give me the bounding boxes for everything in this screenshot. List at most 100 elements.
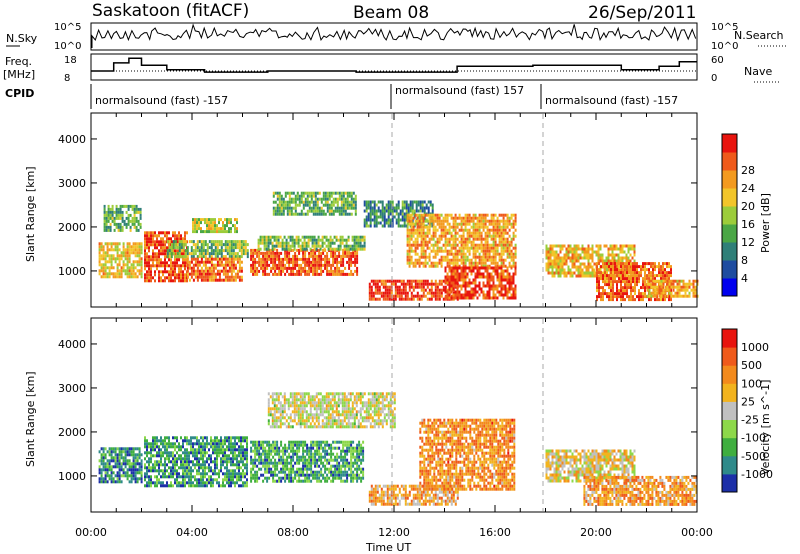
echo-cell (340, 200, 343, 204)
echo-cell (488, 281, 491, 285)
echo-cell (282, 269, 285, 273)
echo-cell (204, 269, 207, 273)
echo-cell (186, 466, 188, 470)
echo-cell (565, 259, 568, 263)
echo-cell (428, 231, 431, 235)
echo-cell (349, 244, 352, 248)
echo-cell (244, 243, 247, 247)
echo-cell (228, 275, 231, 279)
echo-cell (184, 243, 187, 247)
echo-cell (102, 459, 105, 463)
echo-cell (686, 288, 689, 292)
echo-cell (616, 280, 618, 284)
echo-cell (232, 224, 234, 228)
echo-cell (130, 447, 133, 451)
echo-cell (506, 269, 509, 273)
echo-cell (458, 249, 461, 253)
echo-cell (110, 248, 113, 252)
echo-cell (214, 218, 216, 222)
freq-label-2: [MHz] (3, 68, 35, 81)
echo-cell (462, 228, 465, 232)
echo-cell (164, 258, 166, 262)
echo-cell (600, 265, 602, 269)
echo-cell (210, 278, 213, 282)
echo-cell (328, 269, 331, 273)
echo-cell (434, 228, 437, 232)
echo-cell (116, 480, 119, 484)
echo-cell (486, 264, 489, 268)
echo-cell (458, 222, 461, 226)
echo-cell (160, 270, 162, 274)
echo-cell (438, 279, 441, 283)
echo-cell (120, 450, 123, 454)
echo-cell (452, 237, 455, 241)
echo-cell (212, 252, 215, 256)
echo-cell (484, 266, 487, 270)
nsearch-tick-bottom: 10^0 (711, 41, 738, 52)
echo-cell (285, 238, 288, 242)
echo-cell (482, 272, 485, 276)
echo-cell (547, 265, 550, 269)
echo-cell (104, 242, 107, 246)
echo-cell (383, 209, 386, 213)
echo-cell (470, 219, 473, 223)
echo-cell (418, 258, 421, 262)
echo-cell (454, 231, 457, 235)
echo-cell (610, 298, 612, 302)
echo-cell (176, 445, 178, 449)
echo-cell (274, 272, 277, 276)
echo-cell (106, 471, 109, 475)
echo-cell (108, 242, 111, 246)
echo-cell (180, 267, 182, 271)
echo-cell (363, 247, 366, 251)
echo-cell (419, 200, 422, 204)
echo-cell (422, 261, 425, 265)
echo-cell (265, 241, 268, 245)
echo-cell (293, 244, 296, 248)
date-title: 26/Sep/2011 (588, 3, 696, 23)
echo-cell (136, 456, 139, 460)
echo-cell (310, 209, 313, 213)
echo-cell (450, 275, 453, 279)
echo-cell (438, 294, 441, 298)
echo-cell (118, 462, 121, 466)
echo-cell (214, 249, 217, 253)
echo-cell (224, 230, 226, 234)
echo-cell (164, 234, 166, 238)
echo-cell (133, 210, 136, 214)
echo-cell (664, 291, 667, 295)
echo-cell (300, 197, 303, 201)
echo-cell (632, 289, 634, 293)
echo-cell (512, 246, 515, 250)
echo-cell (410, 294, 413, 298)
echo-cell (630, 292, 632, 296)
echo-cell (132, 462, 135, 466)
echo-cell (462, 234, 465, 238)
echo-cell (180, 237, 182, 241)
echo-cell (100, 477, 103, 481)
echo-cell (192, 230, 194, 234)
echo-cell (292, 191, 295, 195)
echo-cell (196, 221, 198, 225)
echo-cell (343, 238, 346, 242)
echo-cell (644, 280, 646, 284)
echo-cell (123, 204, 126, 208)
echo-cell (612, 292, 614, 296)
echo-cell (636, 277, 638, 281)
echo-cell (200, 272, 203, 276)
echo-cell (464, 266, 467, 270)
echo-cell (331, 238, 334, 242)
echo-cell (100, 242, 103, 246)
echo-cell (122, 474, 125, 478)
echo-cell (365, 215, 368, 219)
echo-cell (290, 257, 293, 261)
echo-cell (616, 286, 618, 290)
echo-cell (226, 260, 229, 264)
echo-cell (454, 296, 457, 300)
echo-cell (510, 240, 513, 244)
echo-cell (446, 278, 449, 282)
echo-cell (220, 230, 222, 234)
echo-cell (478, 231, 481, 235)
echo-cell (138, 453, 141, 457)
echo-cell (394, 285, 397, 289)
